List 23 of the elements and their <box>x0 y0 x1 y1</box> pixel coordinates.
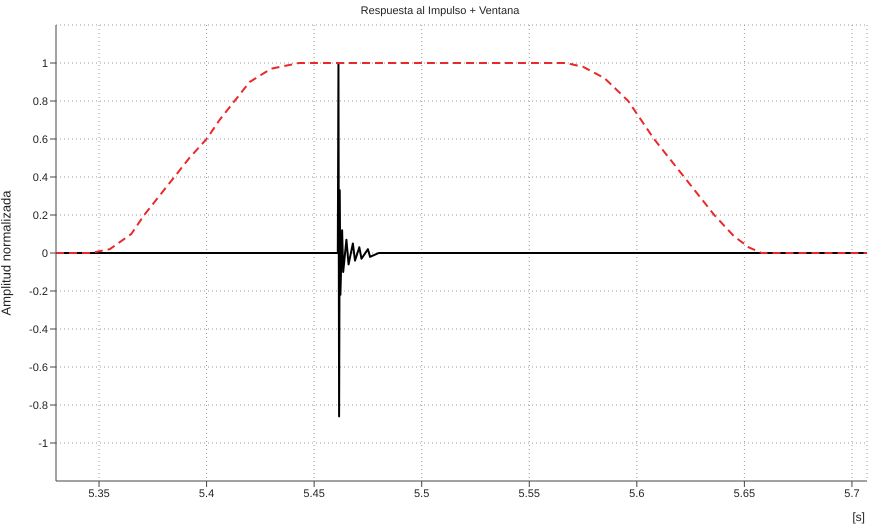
y-tick-label: -0.4 <box>29 324 48 336</box>
chart-title: Respuesta al Impulso + Ventana <box>360 5 520 17</box>
y-tick-label: 0.4 <box>32 172 48 184</box>
y-tick-label: 0.8 <box>32 96 48 108</box>
x-tick-label: 5.65 <box>734 488 756 500</box>
x-tick-label: 5.5 <box>414 488 430 500</box>
y-tick-label: -0.6 <box>29 362 48 374</box>
x-axis-title: [s] <box>852 510 865 524</box>
y-tick-label: -1 <box>38 438 48 450</box>
y-tick-label: 0.2 <box>32 210 48 222</box>
y-tick-label: 0 <box>42 248 48 260</box>
y-tick-label: 0.6 <box>32 134 48 146</box>
x-tick-label: 5.35 <box>88 488 110 500</box>
line-series <box>56 62 867 254</box>
x-tick-label: 5.4 <box>198 488 214 500</box>
y-axis-title: Amplitud normalizada <box>0 190 14 316</box>
y-tick-label: -0.2 <box>29 286 48 298</box>
y-tick-label: -0.8 <box>29 400 48 412</box>
x-tick-label: 5.55 <box>518 488 540 500</box>
x-tick-label: 5.45 <box>303 488 325 500</box>
x-tick-label: 5.7 <box>844 488 860 500</box>
x-tick-label: 5.6 <box>629 488 644 500</box>
y-tick-label: 1 <box>42 58 48 70</box>
